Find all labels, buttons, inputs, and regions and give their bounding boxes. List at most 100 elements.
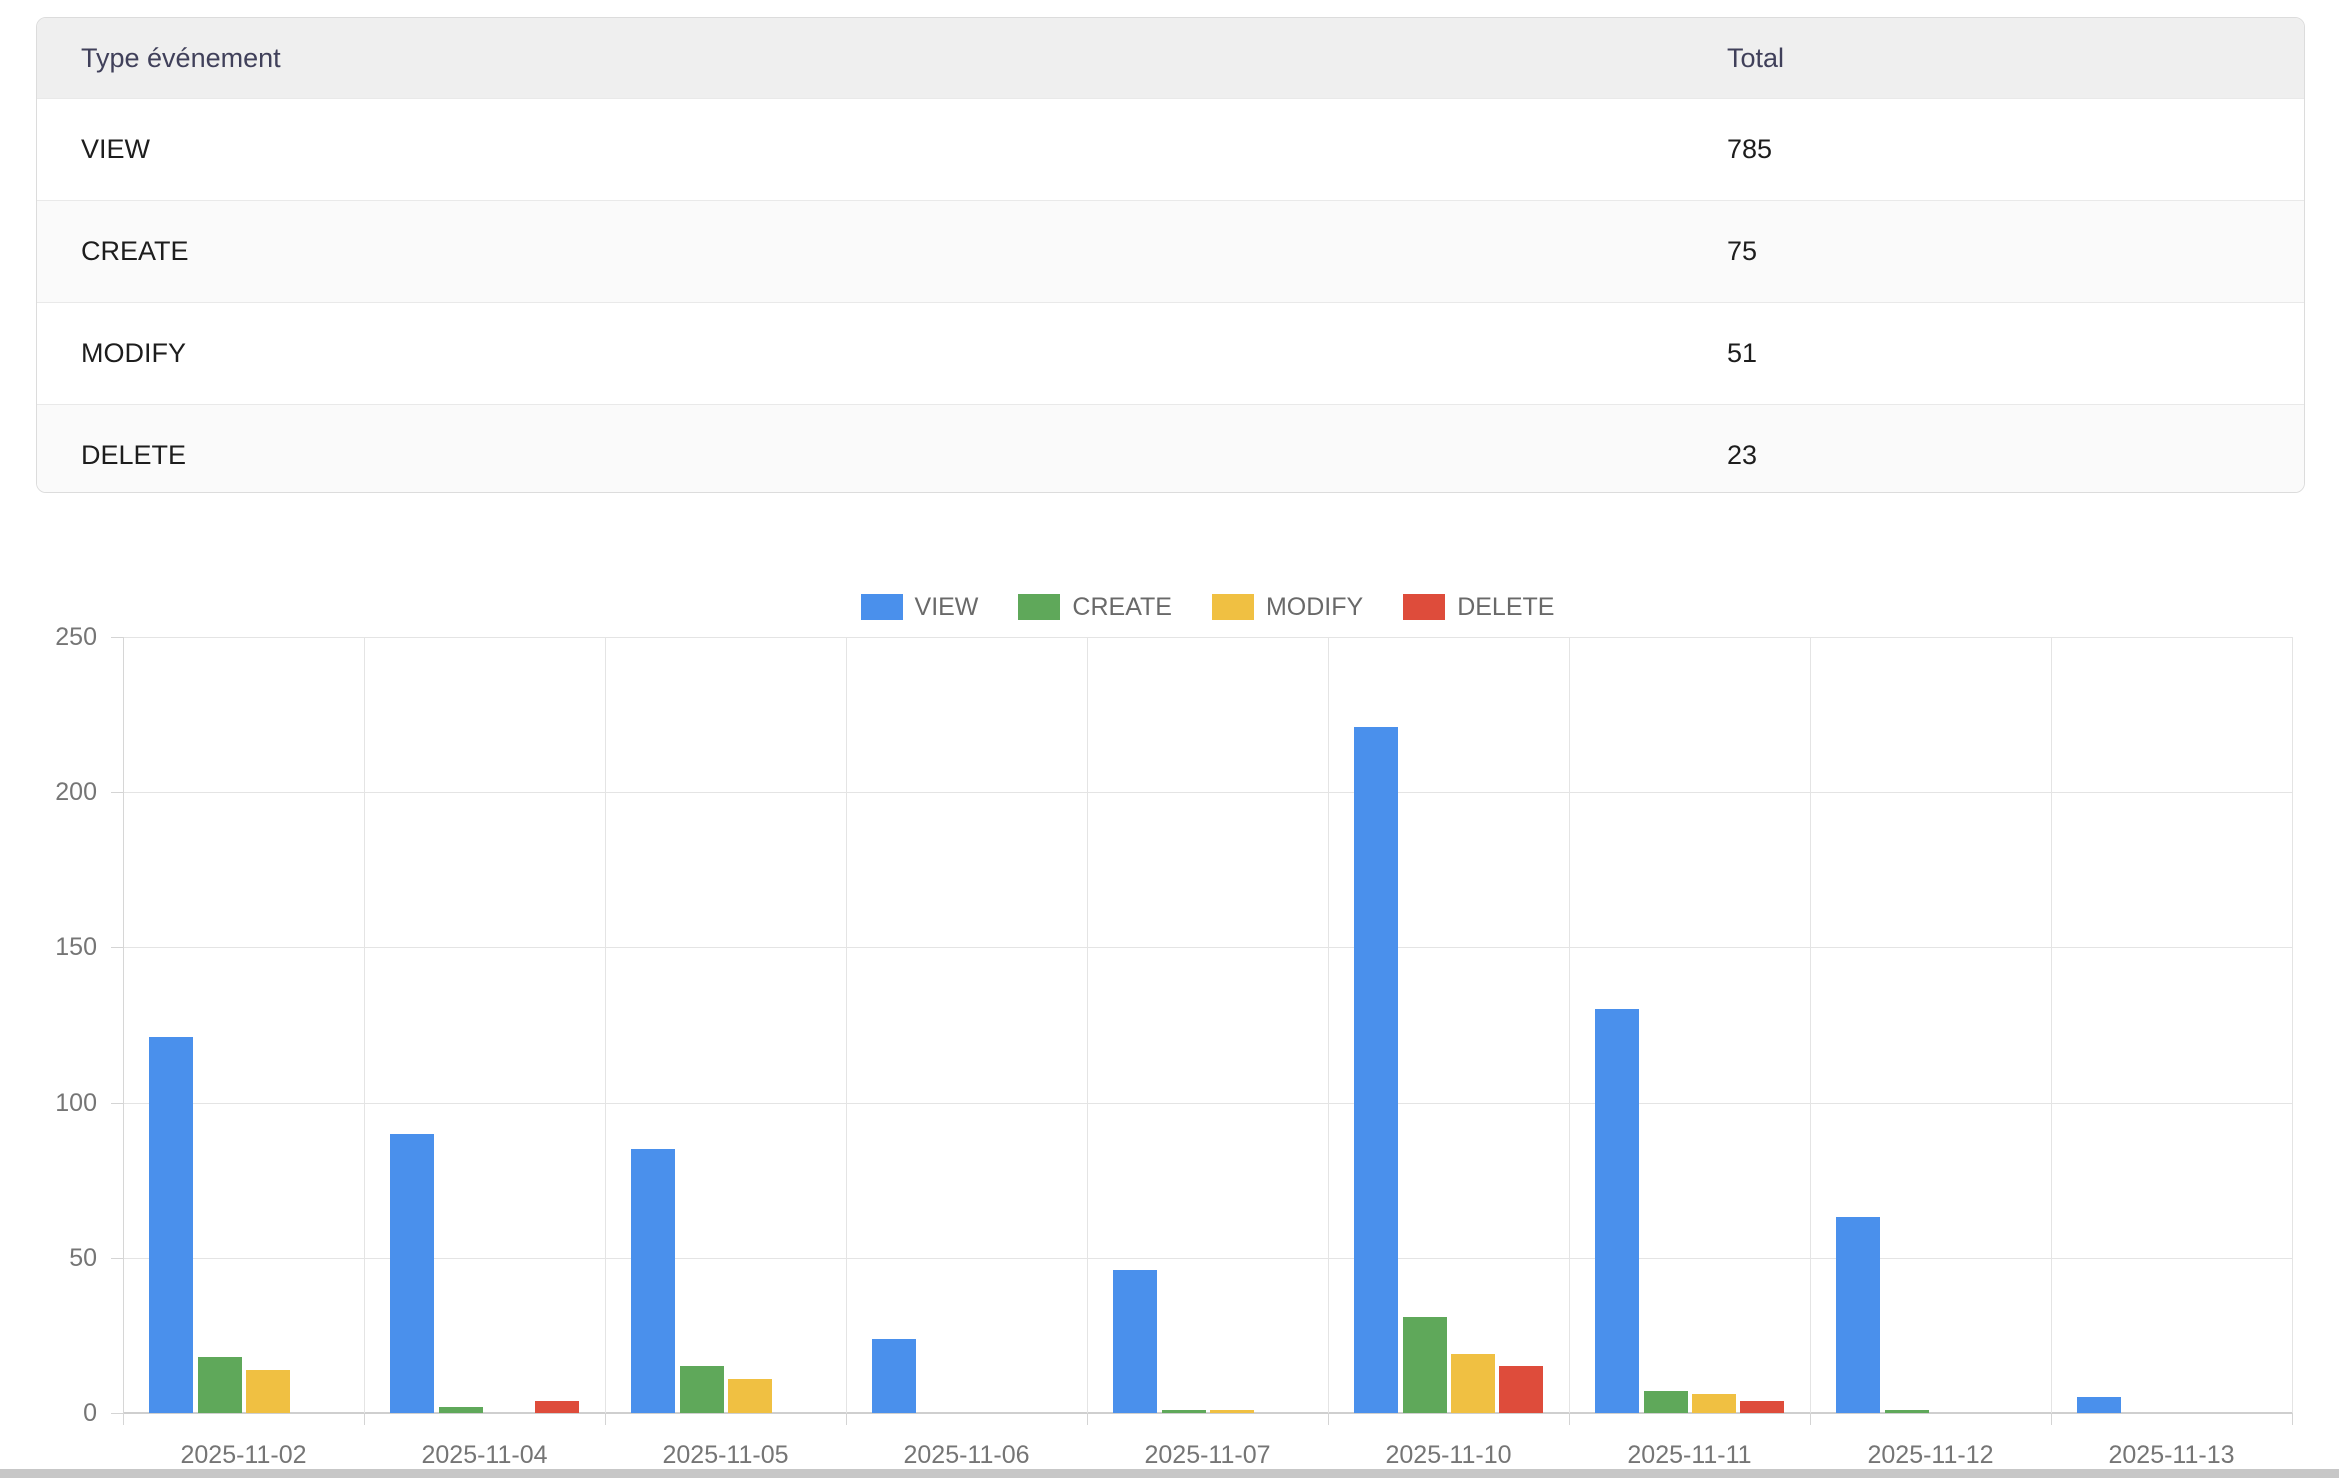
x-axis-tick [1569, 1413, 1570, 1425]
gridline-horizontal [123, 1102, 2292, 1104]
legend-item-delete[interactable]: DELETE [1403, 593, 1554, 622]
legend-swatch-view [860, 594, 903, 620]
bar-delete-2025-11-11[interactable] [1740, 1400, 1784, 1413]
bar-modify-2025-11-02[interactable] [246, 1369, 290, 1413]
y-axis-label: 150 [55, 933, 97, 962]
bar-delete-2025-11-04[interactable] [535, 1400, 579, 1413]
x-axis-label: 2025-11-12 [1867, 1441, 1994, 1469]
bar-create-2025-11-04[interactable] [439, 1406, 483, 1413]
y-axis-tick [111, 792, 123, 794]
cell-total: 75 [1727, 236, 1758, 266]
cell-event-type: VIEW [81, 134, 151, 164]
cell-total: 785 [1727, 134, 1773, 164]
x-axis-tick [605, 1413, 606, 1425]
gridline-vertical [846, 637, 847, 1413]
y-axis-tick [111, 1257, 123, 1259]
cell-event-type: CREATE [81, 236, 189, 266]
x-axis-label: 2025-11-05 [662, 1441, 789, 1469]
bar-create-2025-11-05[interactable] [680, 1366, 724, 1413]
bar-view-2025-11-07[interactable] [1113, 1270, 1157, 1413]
bar-create-2025-11-07[interactable] [1162, 1409, 1206, 1413]
bar-create-2025-11-02[interactable] [198, 1357, 242, 1413]
y-axis-label: 200 [55, 778, 97, 807]
y-axis-tick [111, 947, 123, 949]
legend-swatch-create [1018, 594, 1061, 620]
table-header: Type événement Total [37, 18, 2304, 99]
event-type-table-card: Type événement Total VIEW 785 CREATE 75 MODI… [36, 17, 2305, 493]
table-row: CREATE 75 [37, 200, 2304, 303]
event-type-table: Type événement Total VIEW 785 CREATE 75 MODI… [37, 18, 2304, 492]
bar-create-2025-11-12[interactable] [1885, 1409, 1929, 1413]
table-row: MODIFY 51 [37, 302, 2304, 405]
legend-label: CREATE [1072, 592, 1172, 621]
legend-item-view[interactable]: VIEW [860, 592, 979, 622]
y-axis-line [123, 637, 124, 1425]
column-header-event-type: Type événement [37, 18, 1727, 99]
gridline-vertical [2292, 637, 2293, 1413]
legend-label: DELETE [1457, 592, 1555, 621]
y-axis-label: 250 [55, 623, 97, 651]
x-axis-tick [1087, 1413, 1088, 1425]
chart-legend: VIEW CREATE MODIFY DELETE [123, 591, 2292, 623]
gridline-vertical [1087, 637, 1088, 1413]
x-axis-label: 2025-11-04 [421, 1441, 548, 1469]
x-axis-label: 2025-11-02 [180, 1441, 307, 1469]
x-axis-tick [364, 1413, 365, 1425]
bar-view-2025-11-10[interactable] [1354, 727, 1398, 1413]
y-axis-label: 0 [83, 1399, 97, 1427]
y-axis-tick [111, 637, 123, 638]
horizontal-scrollbar[interactable] [0, 1469, 2339, 1478]
bar-view-2025-11-11[interactable] [1595, 1009, 1639, 1413]
y-axis-label: 100 [55, 1088, 97, 1117]
y-axis-tick [111, 1102, 123, 1104]
legend-item-modify[interactable]: MODIFY [1211, 592, 1364, 622]
bar-create-2025-11-11[interactable] [1644, 1391, 1688, 1413]
x-axis-label: 2025-11-10 [1385, 1441, 1512, 1469]
bar-view-2025-11-13[interactable] [2077, 1397, 2121, 1413]
legend-item-create[interactable]: CREATE [1018, 593, 1172, 622]
x-axis-tick [1328, 1413, 1329, 1425]
x-axis-tick [2292, 1413, 2293, 1425]
legend-label: VIEW [914, 592, 979, 621]
gridline-vertical [364, 637, 365, 1413]
x-axis-tick [1810, 1413, 1811, 1425]
bar-view-2025-11-06[interactable] [872, 1338, 916, 1413]
cell-event-type: MODIFY [81, 338, 186, 368]
y-axis-label: 50 [69, 1243, 97, 1272]
x-axis-baseline [123, 1412, 2292, 1414]
gridline-horizontal [123, 1257, 2292, 1259]
gridline-vertical [1328, 637, 1329, 1413]
x-axis-tick [846, 1413, 847, 1425]
gridline-vertical [605, 637, 606, 1413]
bar-modify-2025-11-11[interactable] [1692, 1394, 1736, 1413]
bar-modify-2025-11-10[interactable] [1451, 1354, 1495, 1413]
x-axis-label: 2025-11-13 [2108, 1441, 2235, 1469]
bar-modify-2025-11-07[interactable] [1210, 1409, 1254, 1413]
legend-swatch-delete [1403, 594, 1446, 620]
cell-total: 51 [1727, 338, 1758, 368]
cell-total: 23 [1727, 440, 1758, 470]
gridline-vertical [2051, 637, 2052, 1413]
bar-modify-2025-11-05[interactable] [728, 1378, 772, 1413]
gridline-horizontal [123, 792, 2292, 794]
table-row: DELETE 23 [37, 404, 2304, 492]
legend-label: MODIFY [1265, 592, 1364, 621]
bar-view-2025-11-02[interactable] [149, 1037, 193, 1413]
x-axis-label: 2025-11-11 [1627, 1441, 1752, 1469]
bar-view-2025-11-04[interactable] [390, 1133, 434, 1413]
bar-delete-2025-11-10[interactable] [1499, 1366, 1543, 1413]
cell-event-type: DELETE [81, 440, 187, 470]
legend-swatch-modify [1211, 594, 1254, 620]
y-axis-tick [111, 1413, 123, 1414]
gridline-vertical [1569, 637, 1570, 1413]
x-axis-label: 2025-11-07 [1144, 1441, 1271, 1469]
bar-view-2025-11-05[interactable] [631, 1149, 675, 1413]
bar-create-2025-11-10[interactable] [1403, 1316, 1447, 1413]
gridline-horizontal [123, 947, 2292, 949]
x-axis-tick [2051, 1413, 2052, 1425]
gridline-horizontal [123, 637, 2292, 638]
x-axis-label: 2025-11-06 [903, 1441, 1030, 1469]
column-header-total: Total [1727, 18, 2304, 99]
bar-view-2025-11-12[interactable] [1836, 1217, 1880, 1413]
